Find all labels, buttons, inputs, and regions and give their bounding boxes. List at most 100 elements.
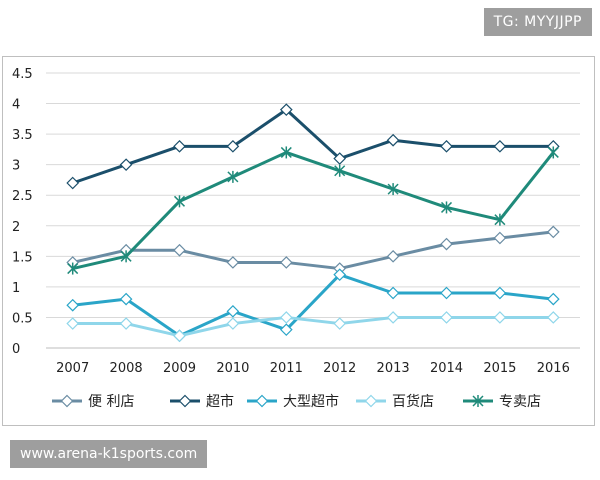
- data-point: [255, 394, 269, 408]
- gridlines: [46, 72, 580, 349]
- legend-item: 便 利店: [52, 394, 134, 410]
- legend-label: 超市: [206, 393, 234, 410]
- data-point: [494, 213, 506, 226]
- y-tick-label: 4.5: [12, 67, 33, 82]
- data-point: [386, 311, 400, 324]
- data-point: [279, 103, 293, 117]
- data-point: [279, 323, 293, 337]
- legend: 便 利店 超市 大型超市 百货店 专卖店: [52, 393, 541, 410]
- data-point: [120, 250, 132, 263]
- series-line: [72, 315, 554, 338]
- y-tick-label: 0: [12, 342, 20, 357]
- data-point: [440, 286, 453, 300]
- data-point: [119, 292, 133, 306]
- data-point: [386, 249, 400, 263]
- y-tick-label: 3.5: [12, 128, 33, 143]
- data-point: [226, 304, 240, 318]
- data-point: [493, 231, 507, 245]
- data-point: [119, 317, 133, 330]
- data-point: [440, 237, 453, 251]
- series-line: [72, 273, 554, 338]
- legend-item: 专卖店: [463, 394, 541, 410]
- y-tick-label: 1.5: [12, 250, 33, 265]
- data-point: [67, 262, 79, 275]
- data-point: [173, 195, 186, 208]
- data-point: [173, 139, 186, 153]
- legend-label: 便 利店: [88, 394, 134, 410]
- x-tick-label: 2012: [323, 361, 356, 376]
- data-point: [387, 183, 399, 196]
- legend-item: 超市: [170, 393, 234, 410]
- data-point: [280, 146, 292, 159]
- data-point: [279, 311, 293, 324]
- data-point: [66, 317, 80, 330]
- x-tick-label: 2010: [216, 361, 249, 376]
- data-point: [440, 139, 453, 153]
- x-tick-label: 2007: [56, 361, 89, 376]
- y-tick-label: 0.5: [12, 311, 33, 326]
- data-point: [66, 176, 80, 190]
- data-point: [493, 286, 507, 300]
- data-point: [178, 394, 192, 408]
- x-tick-label: 2009: [163, 361, 196, 376]
- y-tick-label: 1: [12, 281, 20, 296]
- data-point: [119, 158, 133, 172]
- series-line: [72, 230, 554, 271]
- series-line: [72, 150, 555, 271]
- series: [66, 268, 560, 343]
- legend-item: 百货店: [356, 393, 434, 410]
- data-point: [226, 139, 240, 153]
- data-point: [334, 164, 346, 177]
- x-tick-label: 2013: [377, 361, 410, 376]
- data-point: [440, 311, 453, 324]
- data-point: [546, 292, 560, 306]
- data-point: [66, 298, 80, 312]
- data-point: [493, 139, 507, 153]
- data-point: [472, 395, 484, 407]
- series: [66, 311, 560, 343]
- data-point: [173, 329, 186, 343]
- data-point: [173, 243, 186, 257]
- x-tick-label: 2015: [483, 361, 516, 376]
- data-point: [227, 170, 239, 183]
- y-tick-label: 2: [12, 220, 20, 235]
- data-point: [333, 268, 347, 282]
- y-tick-label: 4: [12, 98, 20, 113]
- data-point: [546, 225, 560, 239]
- legend-label: 大型超市: [283, 393, 339, 410]
- data-point: [364, 394, 378, 408]
- data-point: [547, 146, 559, 159]
- series: [67, 146, 559, 275]
- data-point: [226, 256, 240, 269]
- data-point: [333, 152, 347, 165]
- watermark-tag-bottom: www.arena-k1sports.com: [10, 440, 208, 468]
- x-tick-label: 2011: [270, 361, 303, 376]
- data-point: [440, 201, 453, 214]
- x-tick-label: 2008: [110, 361, 143, 376]
- data-point: [386, 133, 400, 147]
- data-point: [60, 394, 74, 408]
- x-tick-labels: 2007 2008 2009 2010 2011 2012 2013 2014 2015 2016: [56, 361, 570, 376]
- y-tick-labels: 0 0.5 1 1.5 2 2.5 3 3.5 4 4.5: [12, 67, 33, 357]
- series-line: [72, 108, 554, 185]
- data-point: [333, 317, 347, 330]
- legend-label: 百货店: [392, 393, 434, 410]
- chart-box: [2, 56, 595, 426]
- y-tick-label: 2.5: [12, 189, 33, 204]
- series-lines: [66, 103, 560, 343]
- data-point: [546, 311, 560, 324]
- watermark-tag-top: TG: MYYJJPP: [483, 8, 592, 36]
- x-tick-label: 2014: [430, 361, 463, 376]
- legend-label: 专卖店: [499, 394, 541, 410]
- series: [66, 225, 560, 275]
- x-tick-label: 2016: [537, 361, 570, 376]
- series: [66, 103, 560, 190]
- data-point: [279, 256, 293, 269]
- data-point: [386, 286, 400, 300]
- legend-item: 大型超市: [247, 393, 339, 410]
- data-point: [226, 317, 240, 330]
- y-tick-label: 3: [12, 159, 20, 174]
- data-point: [493, 311, 507, 324]
